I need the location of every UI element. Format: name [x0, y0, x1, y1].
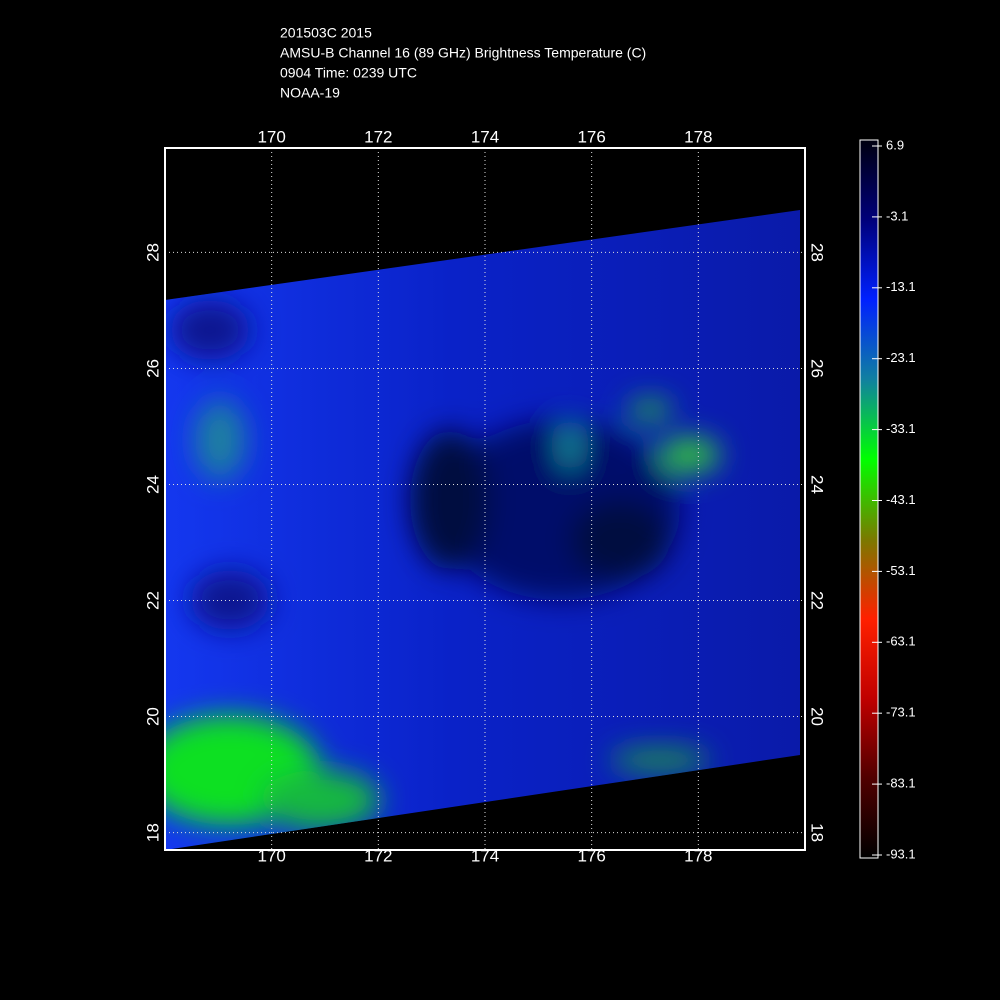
x-tick-label: 172 — [364, 846, 392, 865]
title-line: 0904 Time: 0239 UTC — [280, 65, 417, 81]
x-tick-label: 178 — [684, 846, 712, 865]
y-tick-label: 26 — [143, 359, 162, 378]
colorbar-tick-label: -13.1 — [886, 279, 916, 294]
y-tick-label: 26 — [808, 359, 827, 378]
y-tick-label: 22 — [143, 591, 162, 610]
y-tick-label: 28 — [143, 243, 162, 262]
y-tick-label: 28 — [808, 243, 827, 262]
colorbar-tick-label: -33.1 — [886, 421, 916, 436]
colorbar-tick-label: -73.1 — [886, 705, 916, 720]
x-tick-label: 178 — [684, 127, 712, 146]
map-frame — [164, 147, 806, 851]
title-line: AMSU-B Channel 16 (89 GHz) Brightness Te… — [280, 45, 646, 61]
colorbar-tick-label: 6.9 — [886, 137, 904, 152]
x-tick-label: 172 — [364, 127, 392, 146]
x-tick-label: 176 — [577, 846, 605, 865]
x-tick-label: 170 — [257, 846, 285, 865]
y-tick-label: 20 — [143, 707, 162, 726]
colorbar-tick-label: -3.1 — [886, 208, 908, 223]
colorbar-tick-label: -23.1 — [886, 350, 916, 365]
colorbar-tick-label: -83.1 — [886, 776, 916, 791]
satellite-swath — [165, 210, 800, 850]
colorbar-tick-label: -63.1 — [886, 634, 916, 649]
y-tick-label: 22 — [808, 591, 827, 610]
title-line: 201503C 2015 — [280, 25, 372, 41]
colorbar-tick-label: -43.1 — [886, 492, 916, 507]
x-tick-label: 174 — [471, 127, 499, 146]
y-tick-label: 24 — [143, 475, 162, 494]
colorbar-tick-label: -93.1 — [886, 846, 916, 861]
x-tick-label: 174 — [471, 846, 499, 865]
colorbar-tick-label: -53.1 — [886, 563, 916, 578]
x-tick-label: 170 — [257, 127, 285, 146]
y-tick-label: 18 — [808, 823, 827, 842]
y-tick-label: 18 — [143, 823, 162, 842]
x-tick-label: 176 — [577, 127, 605, 146]
title-line: NOAA-19 — [280, 85, 340, 101]
y-tick-label: 24 — [808, 475, 827, 494]
y-tick-label: 20 — [808, 707, 827, 726]
colorbar — [859, 139, 879, 859]
